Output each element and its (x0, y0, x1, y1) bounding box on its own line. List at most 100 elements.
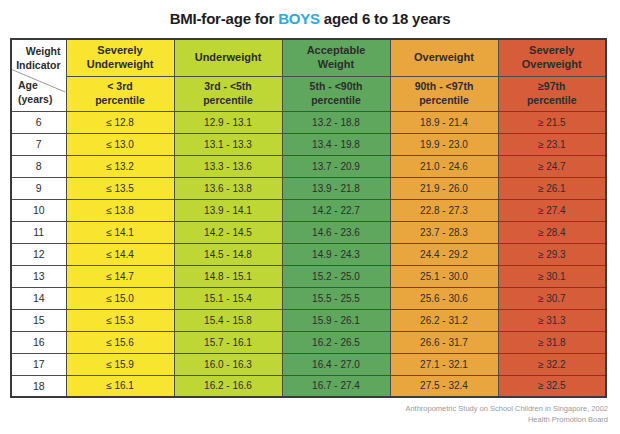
bmi-range-cell: 15.2 - 25.0 (282, 265, 390, 287)
age-cell: 8 (11, 155, 66, 177)
bmi-range-cell: ≥ 27.4 (498, 199, 606, 221)
title-highlight-boys: BOYS (278, 10, 320, 27)
bmi-range-cell: 24.4 - 29.2 (390, 243, 498, 265)
bmi-range-cell: ≤ 13.2 (66, 155, 174, 177)
bmi-range-cell: ≤ 14.7 (66, 265, 174, 287)
bmi-range-cell: 22.8 - 27.3 (390, 199, 498, 221)
bmi-range-cell: 13.2 - 18.8 (282, 111, 390, 133)
age-cell: 11 (11, 221, 66, 243)
bmi-table: Weight Indicator Age (years) Severely Un… (10, 38, 607, 398)
bmi-range-cell: ≤ 15.6 (66, 331, 174, 353)
source-line-1: Anthropometric Study on School Children … (405, 404, 608, 415)
percentile-header-row: < 3rd percentile3rd - <5th percentile5th… (11, 76, 606, 111)
bmi-range-cell: 15.9 - 26.1 (282, 309, 390, 331)
table-row-age-15: 15≤ 15.315.4 - 15.815.9 - 26.126.2 - 31.… (11, 309, 606, 331)
page-title: BMI-for-age for BOYS aged 6 to 18 years (0, 10, 620, 27)
bmi-range-cell: 13.4 - 19.8 (282, 133, 390, 155)
bmi-range-cell: 14.5 - 14.8 (174, 243, 282, 265)
table-row-age-7: 7≤ 13.013.1 - 13.313.4 - 19.819.9 - 23.0… (11, 133, 606, 155)
bmi-range-cell: 14.8 - 15.1 (174, 265, 282, 287)
bmi-range-cell: ≥ 30.7 (498, 287, 606, 309)
bmi-range-cell: 18.9 - 21.4 (390, 111, 498, 133)
percentile-header-1: 3rd - <5th percentile (174, 76, 282, 111)
bmi-range-cell: 16.7 - 27.4 (282, 375, 390, 397)
table-row-age-18: 18≤ 16.116.2 - 16.616.7 - 27.427.5 - 32.… (11, 375, 606, 397)
bmi-range-cell: 21.9 - 26.0 (390, 177, 498, 199)
weight-indicator-label: Weight Indicator (14, 45, 61, 72)
corner-cell: Weight Indicator Age (years) (11, 39, 66, 111)
bmi-range-cell: 16.0 - 16.3 (174, 353, 282, 375)
bmi-range-cell: 16.4 - 27.0 (282, 353, 390, 375)
bmi-range-cell: ≥ 21.5 (498, 111, 606, 133)
age-cell: 17 (11, 353, 66, 375)
bmi-range-cell: 25.6 - 30.6 (390, 287, 498, 309)
age-cell: 18 (11, 375, 66, 397)
bmi-range-cell: 14.2 - 22.7 (282, 199, 390, 221)
source-attribution: Anthropometric Study on School Children … (405, 404, 608, 425)
bmi-range-cell: 25.1 - 30.0 (390, 265, 498, 287)
bmi-range-cell: ≤ 14.4 (66, 243, 174, 265)
bmi-range-cell: 16.2 - 26.5 (282, 331, 390, 353)
age-cell: 6 (11, 111, 66, 133)
age-years-label: Age (years) (18, 79, 64, 106)
bmi-range-cell: 13.3 - 13.6 (174, 155, 282, 177)
percentile-header-0: < 3rd percentile (66, 76, 174, 111)
bmi-range-cell: ≥ 28.4 (498, 221, 606, 243)
bmi-table-body: 6≤ 12.812.9 - 13.113.2 - 18.818.9 - 21.4… (11, 111, 606, 397)
table-row-age-9: 9≤ 13.513.6 - 13.813.9 - 21.821.9 - 26.0… (11, 177, 606, 199)
bmi-range-cell: 21.0 - 24.6 (390, 155, 498, 177)
bmi-range-cell: ≤ 13.5 (66, 177, 174, 199)
bmi-range-cell: ≥ 29.3 (498, 243, 606, 265)
bmi-chart-page: BMI-for-age for BOYS aged 6 to 18 years … (0, 0, 620, 434)
bmi-range-cell: 14.2 - 14.5 (174, 221, 282, 243)
bmi-range-cell: 13.9 - 21.8 (282, 177, 390, 199)
age-cell: 12 (11, 243, 66, 265)
title-suffix: aged 6 to 18 years (320, 10, 450, 27)
age-cell: 9 (11, 177, 66, 199)
bmi-range-cell: 26.6 - 31.7 (390, 331, 498, 353)
bmi-range-cell: ≤ 12.8 (66, 111, 174, 133)
bmi-range-cell: 15.7 - 16.1 (174, 331, 282, 353)
percentile-header-2: 5th - <90th percentile (282, 76, 390, 111)
bmi-range-cell: 19.9 - 23.0 (390, 133, 498, 155)
bmi-range-cell: ≤ 15.9 (66, 353, 174, 375)
bmi-range-cell: ≥ 32.5 (498, 375, 606, 397)
table-row-age-13: 13≤ 14.714.8 - 15.115.2 - 25.025.1 - 30.… (11, 265, 606, 287)
bmi-range-cell: 27.1 - 32.1 (390, 353, 498, 375)
percentile-header-3: 90th - <97th percentile (390, 76, 498, 111)
age-cell: 10 (11, 199, 66, 221)
bmi-range-cell: 13.7 - 20.9 (282, 155, 390, 177)
bmi-range-cell: 23.7 - 28.3 (390, 221, 498, 243)
bmi-range-cell: 26.2 - 31.2 (390, 309, 498, 331)
table-row-age-10: 10≤ 13.813.9 - 14.114.2 - 22.722.8 - 27.… (11, 199, 606, 221)
bmi-range-cell: 15.1 - 15.4 (174, 287, 282, 309)
category-header-3: Overweight (390, 39, 498, 76)
title-prefix: BMI-for-age for (170, 10, 278, 27)
bmi-range-cell: 16.2 - 16.6 (174, 375, 282, 397)
category-header-4: Severely Overweight (498, 39, 606, 76)
bmi-range-cell: ≥ 23.1 (498, 133, 606, 155)
table-row-age-11: 11≤ 14.114.2 - 14.514.6 - 23.623.7 - 28.… (11, 221, 606, 243)
category-header-row: Weight Indicator Age (years) Severely Un… (11, 39, 606, 76)
category-header-2: Acceptable Weight (282, 39, 390, 76)
source-line-2: Health Promotion Board (405, 415, 608, 426)
table-row-age-8: 8≤ 13.213.3 - 13.613.7 - 20.921.0 - 24.6… (11, 155, 606, 177)
bmi-range-cell: 15.4 - 15.8 (174, 309, 282, 331)
age-cell: 16 (11, 331, 66, 353)
bmi-range-cell: 13.9 - 14.1 (174, 199, 282, 221)
percentile-header-4: ≥97th percentile (498, 76, 606, 111)
bmi-range-cell: 13.1 - 13.3 (174, 133, 282, 155)
bmi-range-cell: ≤ 16.1 (66, 375, 174, 397)
bmi-range-cell: ≥ 24.7 (498, 155, 606, 177)
bmi-range-cell: ≥ 32.2 (498, 353, 606, 375)
table-row-age-17: 17≤ 15.916.0 - 16.316.4 - 27.027.1 - 32.… (11, 353, 606, 375)
bmi-range-cell: ≤ 14.1 (66, 221, 174, 243)
category-header-1: Underweight (174, 39, 282, 76)
age-cell: 7 (11, 133, 66, 155)
bmi-range-cell: ≤ 15.0 (66, 287, 174, 309)
table-row-age-16: 16≤ 15.615.7 - 16.116.2 - 26.526.6 - 31.… (11, 331, 606, 353)
bmi-range-cell: 12.9 - 13.1 (174, 111, 282, 133)
bmi-range-cell: ≤ 15.3 (66, 309, 174, 331)
table-row-age-14: 14≤ 15.015.1 - 15.415.5 - 25.525.6 - 30.… (11, 287, 606, 309)
bmi-range-cell: ≤ 13.8 (66, 199, 174, 221)
